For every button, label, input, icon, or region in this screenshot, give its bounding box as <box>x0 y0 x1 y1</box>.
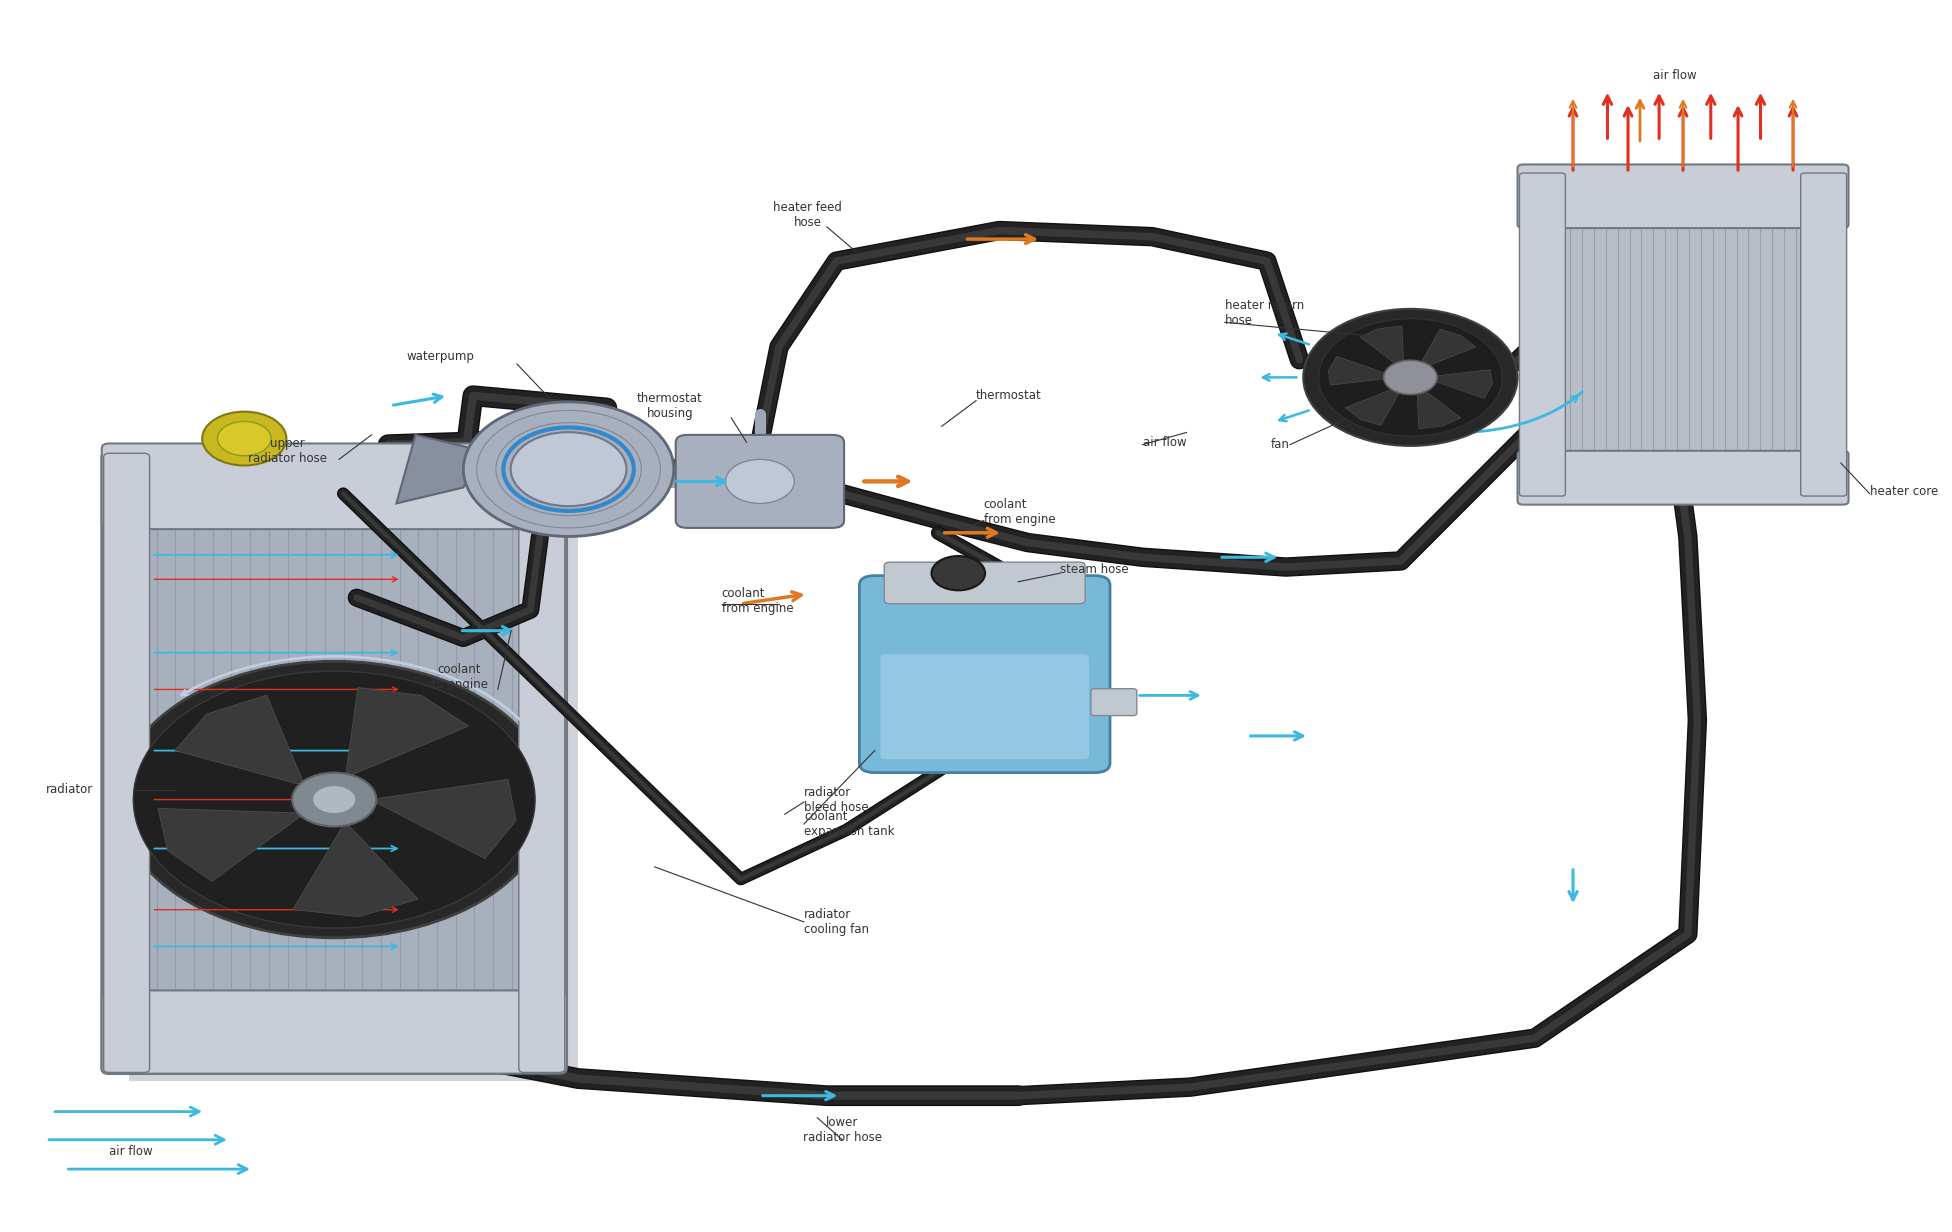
Circle shape <box>931 556 986 590</box>
FancyBboxPatch shape <box>880 654 1089 759</box>
FancyBboxPatch shape <box>102 991 566 1073</box>
Text: radiator
cooling fan: radiator cooling fan <box>804 908 869 936</box>
Polygon shape <box>129 469 578 1080</box>
Text: air flow: air flow <box>1653 69 1696 81</box>
Polygon shape <box>293 822 418 917</box>
Circle shape <box>117 662 550 938</box>
FancyBboxPatch shape <box>102 444 566 529</box>
Circle shape <box>511 432 627 506</box>
Text: lower
radiator hose: lower radiator hose <box>802 1116 882 1145</box>
Bar <box>133 506 537 995</box>
FancyBboxPatch shape <box>103 453 150 1072</box>
Text: fan: fan <box>1271 439 1290 451</box>
Text: coolant
from engine: coolant from engine <box>984 498 1056 526</box>
Polygon shape <box>1329 356 1398 386</box>
Polygon shape <box>1361 326 1403 371</box>
Circle shape <box>726 460 794 504</box>
FancyBboxPatch shape <box>1526 170 1839 499</box>
FancyBboxPatch shape <box>1800 172 1847 496</box>
Text: thermostat
housing: thermostat housing <box>636 392 703 420</box>
Polygon shape <box>158 808 305 881</box>
Polygon shape <box>1345 384 1403 425</box>
Circle shape <box>463 402 673 536</box>
FancyBboxPatch shape <box>102 452 566 1073</box>
Text: coolant
expansion tank: coolant expansion tank <box>804 809 894 838</box>
Text: heater core: heater core <box>1870 484 1938 498</box>
Circle shape <box>1304 309 1517 446</box>
Circle shape <box>1318 319 1503 436</box>
Polygon shape <box>396 435 482 504</box>
FancyBboxPatch shape <box>675 435 843 527</box>
Text: heater feed
hose: heater feed hose <box>773 201 841 229</box>
Polygon shape <box>1417 384 1460 429</box>
Polygon shape <box>1417 329 1476 371</box>
FancyBboxPatch shape <box>1091 689 1136 716</box>
Text: thermostat: thermostat <box>976 389 1042 402</box>
FancyBboxPatch shape <box>519 453 564 1072</box>
FancyBboxPatch shape <box>1519 172 1566 496</box>
Polygon shape <box>176 695 305 786</box>
Circle shape <box>1384 360 1437 394</box>
Text: radiator
bleed hose: radiator bleed hose <box>804 786 869 813</box>
Text: coolant
to engine: coolant to engine <box>431 663 488 691</box>
Text: air flow: air flow <box>1142 436 1187 448</box>
Text: air flow: air flow <box>109 1146 152 1158</box>
Circle shape <box>203 411 287 466</box>
Text: heater return
hose: heater return hose <box>1224 298 1304 326</box>
Polygon shape <box>346 687 468 777</box>
Circle shape <box>133 671 535 928</box>
Circle shape <box>217 421 271 456</box>
Text: radiator: radiator <box>47 784 94 796</box>
Text: steam hose: steam hose <box>1060 563 1128 577</box>
FancyBboxPatch shape <box>1517 164 1849 228</box>
Circle shape <box>293 772 377 827</box>
Text: waterpump: waterpump <box>406 350 474 363</box>
Text: upper
radiator hose: upper radiator hose <box>248 437 326 464</box>
Polygon shape <box>1423 370 1493 398</box>
Text: coolant
from engine: coolant from engine <box>722 588 793 615</box>
FancyBboxPatch shape <box>859 575 1111 772</box>
FancyBboxPatch shape <box>884 562 1085 604</box>
Polygon shape <box>371 780 515 859</box>
Circle shape <box>312 786 355 813</box>
FancyBboxPatch shape <box>1517 451 1849 505</box>
